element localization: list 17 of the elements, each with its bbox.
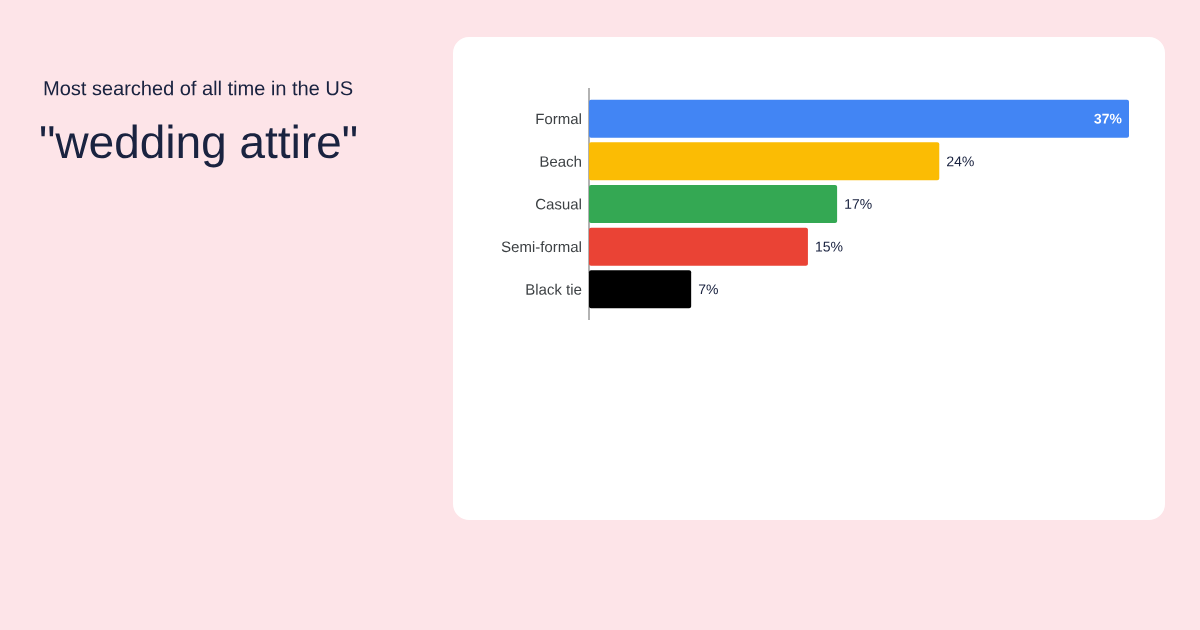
- y-tick-label: Formal: [536, 113, 581, 125]
- y-tick-label: Semi-formal: [501, 241, 581, 253]
- bar: [589, 142, 940, 181]
- y-tick-label: Casual: [536, 198, 581, 210]
- data-label: 24%: [947, 156, 974, 167]
- bar: [589, 184, 838, 223]
- bar: [589, 99, 1129, 138]
- text: "wedding attire": [41, 124, 357, 168]
- text: Most searched of all time in the US: [44, 80, 353, 96]
- bar: [589, 270, 692, 309]
- y-tick-label: Black tie: [526, 283, 582, 295]
- data-label: 17%: [845, 199, 872, 209]
- y-tick-label: Beach: [540, 155, 581, 167]
- bar: [589, 227, 808, 266]
- data-label: 7%: [698, 284, 718, 295]
- data-label: 37%: [1094, 113, 1122, 124]
- data-label: 15%: [816, 241, 843, 252]
